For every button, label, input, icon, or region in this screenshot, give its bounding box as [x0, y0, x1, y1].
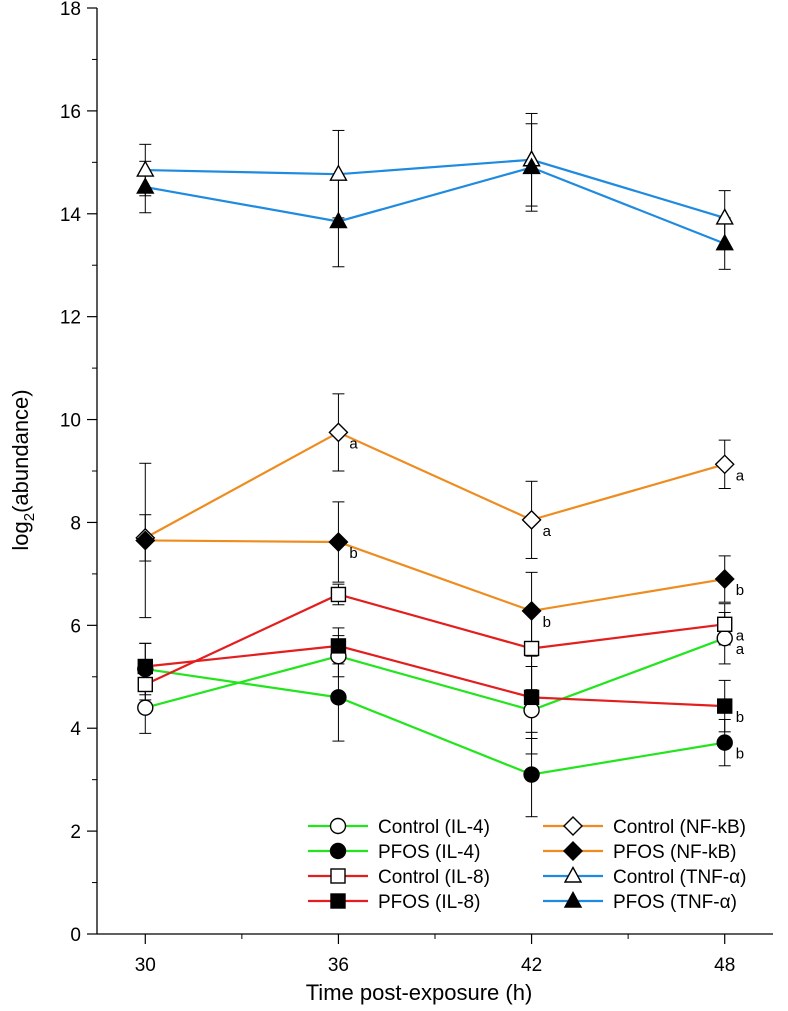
legend-label: PFOS (IL-8) — [378, 892, 480, 913]
data-point — [523, 766, 540, 783]
legend-label: Control (TNF-α) — [613, 867, 746, 888]
legend-marker — [329, 817, 347, 835]
legend-marker — [563, 866, 583, 883]
legend-marker — [563, 891, 583, 908]
legend: Control (IL-4) PFOS (IL-4) Control (IL-8) P… — [308, 816, 746, 913]
data-point — [714, 454, 735, 475]
x-tick-label: 30 — [135, 955, 156, 976]
legend-marker — [563, 816, 583, 836]
significance-label: b — [736, 582, 744, 599]
significance-label: b — [349, 545, 357, 562]
legend-label: Control (IL-4) — [378, 817, 490, 838]
error-bars — [139, 112, 731, 818]
x-tick-label: 36 — [328, 955, 349, 976]
significance-label: a — [349, 435, 358, 452]
legend-item: Control (NF-kB) — [543, 816, 746, 838]
legend-item: PFOS (NF-kB) — [543, 841, 737, 863]
data-point — [137, 699, 154, 716]
y-tick-label: 16 — [60, 102, 81, 123]
y-tick-label: 10 — [60, 411, 81, 432]
y-axis-title: log2(abundance) — [8, 389, 38, 550]
series-line — [145, 166, 726, 245]
markers — [135, 149, 735, 783]
y-tick-label: 14 — [60, 205, 82, 226]
data-point — [523, 640, 540, 657]
y-tick-label: 8 — [70, 513, 81, 534]
y-axis-title-main: log — [8, 521, 33, 550]
data-point — [523, 689, 540, 706]
legend-marker — [329, 842, 347, 860]
series-line — [145, 667, 725, 776]
y-tick-label: 18 — [60, 0, 81, 20]
legend-marker — [330, 893, 346, 909]
legend-label: PFOS (NF-kB) — [613, 842, 737, 863]
x-tick-label: 42 — [521, 955, 542, 976]
y-axis-title-rest: (abundance) — [8, 389, 33, 513]
significance-label: a — [543, 523, 552, 540]
x-tick-label: 48 — [714, 955, 735, 976]
data-point — [329, 211, 348, 229]
legend-item: PFOS (IL-4) — [308, 842, 480, 863]
data-point — [137, 658, 153, 675]
significance-label: a — [736, 627, 745, 644]
legend-label: PFOS (TNF-α) — [613, 892, 737, 913]
data-point — [328, 532, 349, 552]
legend-label: PFOS (IL-4) — [378, 842, 480, 863]
y-axis-title-sub: 2 — [21, 513, 38, 521]
data-point — [716, 734, 733, 751]
data-point — [330, 689, 347, 706]
data-point — [714, 569, 735, 590]
y-tick-label: 0 — [70, 925, 81, 946]
data-point — [715, 207, 734, 225]
data-point — [717, 698, 733, 714]
series-line — [145, 644, 725, 708]
significance-label: b — [736, 746, 744, 763]
series-line — [145, 158, 726, 219]
data-point — [521, 509, 542, 530]
data-point — [716, 629, 733, 647]
significance-label: a — [736, 467, 745, 484]
series-line — [144, 593, 725, 686]
legend-item: Control (TNF-α) — [543, 866, 746, 888]
significance-label: b — [543, 614, 551, 631]
y-tick-label: 4 — [70, 719, 81, 740]
data-point — [329, 164, 348, 181]
series-lines — [144, 158, 726, 776]
data-point — [137, 676, 153, 693]
legend-item: Control (IL-4) — [308, 817, 490, 838]
axes: 0 2 4 6 8 10 12 14 16 18 30 36 42 48 — [60, 0, 773, 976]
x-axis-title: Time post-exposure (h) — [306, 980, 533, 1005]
data-point — [136, 177, 155, 194]
legend-item: PFOS (TNF-α) — [543, 891, 737, 913]
data-point — [136, 160, 155, 177]
data-point — [715, 233, 734, 251]
data-point — [330, 638, 347, 654]
series-line — [145, 637, 726, 712]
y-tick-label: 12 — [60, 308, 81, 329]
legend-marker — [330, 868, 346, 884]
data-point — [521, 600, 542, 621]
y-tick-label: 6 — [70, 616, 81, 637]
legend-item: PFOS (IL-8) — [308, 892, 480, 913]
significance-label: b — [736, 709, 744, 726]
significance-label: a — [736, 641, 745, 658]
legend-label: Control (NF-kB) — [613, 817, 746, 838]
data-point — [330, 586, 347, 603]
data-point — [328, 422, 349, 443]
series-line — [145, 539, 725, 613]
legend-label: Control (IL-8) — [378, 867, 490, 888]
legend-item: Control (IL-8) — [308, 867, 490, 888]
data-point — [522, 157, 541, 175]
legend-marker — [563, 841, 583, 861]
data-point — [717, 616, 733, 633]
series-line — [144, 431, 726, 539]
data-point — [135, 530, 156, 551]
y-tick-label: 2 — [70, 822, 81, 843]
